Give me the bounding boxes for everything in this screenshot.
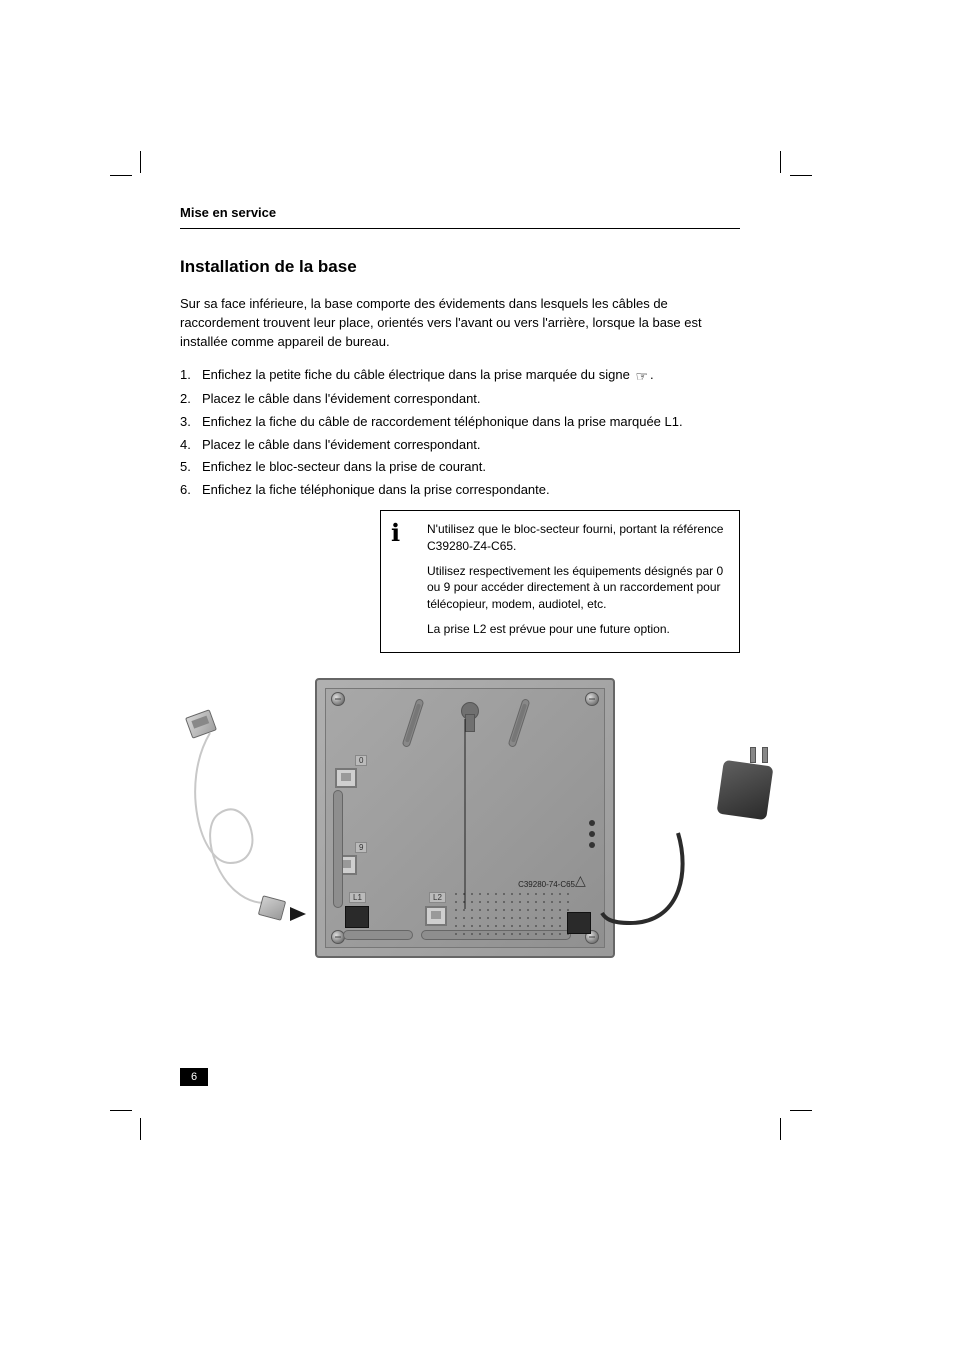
speaker-grille-icon	[452, 890, 572, 938]
list-item: 3. Enfichez la fiche du câble de raccord…	[180, 413, 740, 432]
rj-port-icon	[335, 768, 357, 788]
step-text: Enfichez la petite fiche du câble électr…	[202, 366, 740, 386]
divider	[180, 228, 740, 229]
content-area: Mise en service Installation de la base …	[180, 205, 740, 963]
power-jack-icon	[567, 912, 591, 934]
port-label: L2	[429, 892, 446, 903]
hand-point-icon: ☞	[635, 366, 648, 386]
info-text: Utilisez respectivement les équipements …	[427, 563, 725, 613]
warning-triangle-icon	[575, 872, 591, 886]
port-label: 0	[355, 755, 367, 766]
step-text: Placez le câble dans l'évidement corresp…	[202, 436, 740, 455]
led-icon	[589, 820, 595, 826]
power-supply-icon	[720, 753, 790, 823]
arrow-icon	[290, 907, 306, 921]
psu-cable-icon	[600, 803, 710, 953]
list-item: 1. Enfichez la petite fiche du câble éle…	[180, 366, 740, 386]
step-list: 1. Enfichez la petite fiche du câble éle…	[180, 366, 740, 501]
port-label: L1	[349, 892, 366, 903]
info-box: ℹ N'utilisez que le bloc-secteur fourni,…	[380, 510, 740, 653]
step-number: 2.	[180, 390, 202, 409]
step-text: Enfichez la fiche du câble de raccordeme…	[202, 413, 740, 432]
port-label: 9	[355, 842, 367, 853]
led-icon	[589, 842, 595, 848]
led-group	[589, 820, 595, 853]
part-number-label: C39280-74-C65	[518, 880, 575, 889]
callout-line-icon	[460, 719, 470, 909]
page-number: 6	[180, 1068, 208, 1086]
list-item: 2. Placez le câble dans l'évidement corr…	[180, 390, 740, 409]
info-text: La prise L2 est prévue pour une future o…	[427, 621, 725, 638]
running-head: Mise en service	[180, 205, 740, 220]
info-icon: ℹ	[391, 519, 400, 548]
rj-port-icon	[425, 906, 447, 926]
list-item: 5. Enfichez le bloc-secteur dans la pris…	[180, 458, 740, 477]
list-item: 6. Enfichez la fiche téléphonique dans l…	[180, 481, 740, 500]
step-number: 6.	[180, 481, 202, 500]
step-text: Placez le câble dans l'évidement corresp…	[202, 390, 740, 409]
step-number: 5.	[180, 458, 202, 477]
step-number: 3.	[180, 413, 202, 432]
phone-wire-icon	[190, 723, 320, 923]
led-icon	[589, 831, 595, 837]
step-number: 4.	[180, 436, 202, 455]
info-text: N'utilisez que le bloc-secteur fourni, p…	[427, 521, 725, 555]
list-item: 4. Placez le câble dans l'évidement corr…	[180, 436, 740, 455]
step-text: Enfichez la fiche téléphonique dans la p…	[202, 481, 740, 500]
l1-port-icon	[345, 906, 369, 928]
step-number: 1.	[180, 366, 202, 386]
base-unit-figure: 0 9 L1 L2 C39280-74-C65	[190, 673, 730, 963]
step-text: Enfichez le bloc-secteur dans la prise d…	[202, 458, 740, 477]
intro-paragraph: Sur sa face inférieure, la base comporte…	[180, 295, 740, 352]
section-heading: Installation de la base	[180, 257, 740, 277]
page: Mise en service Installation de la base …	[0, 0, 954, 1351]
